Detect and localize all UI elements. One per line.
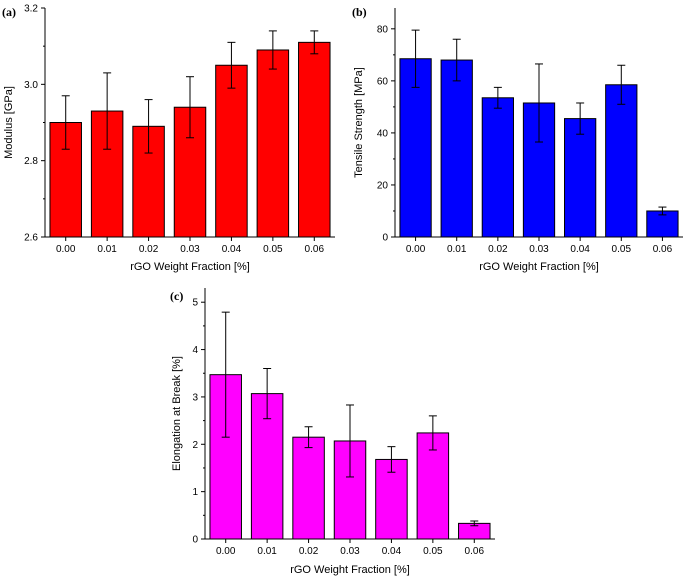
bar-b-0.00 (399, 58, 432, 238)
bar-b-0.05 (605, 84, 638, 238)
x-tick-label: 0.01 (97, 244, 117, 255)
y-axis-title: Modulus [GPa] (3, 86, 15, 159)
y-tick-label: 20 (377, 180, 389, 191)
x-tick-label: 0.00 (56, 244, 76, 255)
x-tick-label: 0.06 (305, 244, 325, 255)
y-tick-label: 3.0 (24, 80, 38, 91)
x-axis-title: rGO Weight Fraction [%] (130, 261, 250, 273)
x-tick-label: 0.02 (299, 546, 319, 557)
y-tick-label: 0 (192, 535, 198, 546)
x-axis-title: rGO Weight Fraction [%] (290, 564, 410, 576)
x-tick-label: 0.02 (139, 244, 159, 255)
x-tick-label: 0.01 (447, 244, 467, 255)
chart-panel-c: (c) 0.00 0.01 0.02 0.03 0.04 0.05 0.06 0 1 2 3 4 5 rGO… (170, 288, 495, 576)
y-tick-label: 4 (192, 345, 198, 356)
chart-panel-a: (a) 0.00 0.01 0.02 0.03 0.04 0.05 0.06 2.6 2.8 3.0… (2, 4, 335, 273)
chart-panel-b: (b) 0.00 0.01 0.02 0.03 0.04 0.05 0.06 0 20 40 60 80… (352, 5, 683, 273)
y-axis-title: Tensile Strength [MPa] (353, 67, 365, 178)
y-tick-label: 3 (192, 392, 198, 403)
x-tick-label: 0.03 (180, 244, 200, 255)
bar-a-0.05 (256, 49, 290, 238)
x-tick-label: 0.04 (570, 244, 590, 255)
panel-label: (a) (2, 5, 16, 19)
bar-c-0.02 (292, 436, 325, 540)
y-tick-label: 80 (377, 24, 389, 35)
bar-a-0.04 (215, 64, 248, 238)
x-tick-label: 0.01 (257, 546, 277, 557)
bar-b-0.04 (564, 118, 597, 238)
x-tick-label: 0.03 (340, 546, 360, 557)
bar-a-0.06 (298, 41, 331, 238)
x-tick-label: 0.05 (263, 244, 283, 255)
y-tick-label: 2.6 (24, 233, 38, 244)
y-tick-label: 3.2 (24, 4, 38, 15)
x-tick-label: 0.05 (612, 244, 632, 255)
x-tick-label: 0.06 (653, 244, 673, 255)
panel-label: (c) (170, 289, 183, 303)
x-tick-label: 0.00 (216, 546, 236, 557)
panel-label: (b) (352, 5, 367, 19)
x-tick-label: 0.03 (529, 244, 549, 255)
y-axis-title: Elongation at Break [%] (171, 356, 183, 471)
y-tick-label: 2.8 (24, 156, 38, 167)
y-tick-label: 60 (377, 76, 389, 87)
x-tick-label: 0.00 (406, 244, 426, 255)
x-tick-label: 0.04 (222, 244, 242, 255)
x-tick-label: 0.06 (465, 546, 485, 557)
y-tick-label: 1 (192, 487, 198, 498)
bar-b-0.02 (481, 97, 514, 238)
x-axis-title: rGO Weight Fraction [%] (479, 261, 599, 273)
bar-b-0.01 (440, 59, 473, 238)
x-tick-label: 0.04 (382, 546, 402, 557)
y-tick-label: 0 (382, 233, 388, 244)
y-tick-label: 40 (377, 128, 389, 139)
x-tick-label: 0.02 (488, 244, 508, 255)
y-tick-label: 2 (192, 440, 198, 451)
y-tick-label: 5 (192, 298, 198, 309)
x-tick-label: 0.05 (423, 546, 443, 557)
